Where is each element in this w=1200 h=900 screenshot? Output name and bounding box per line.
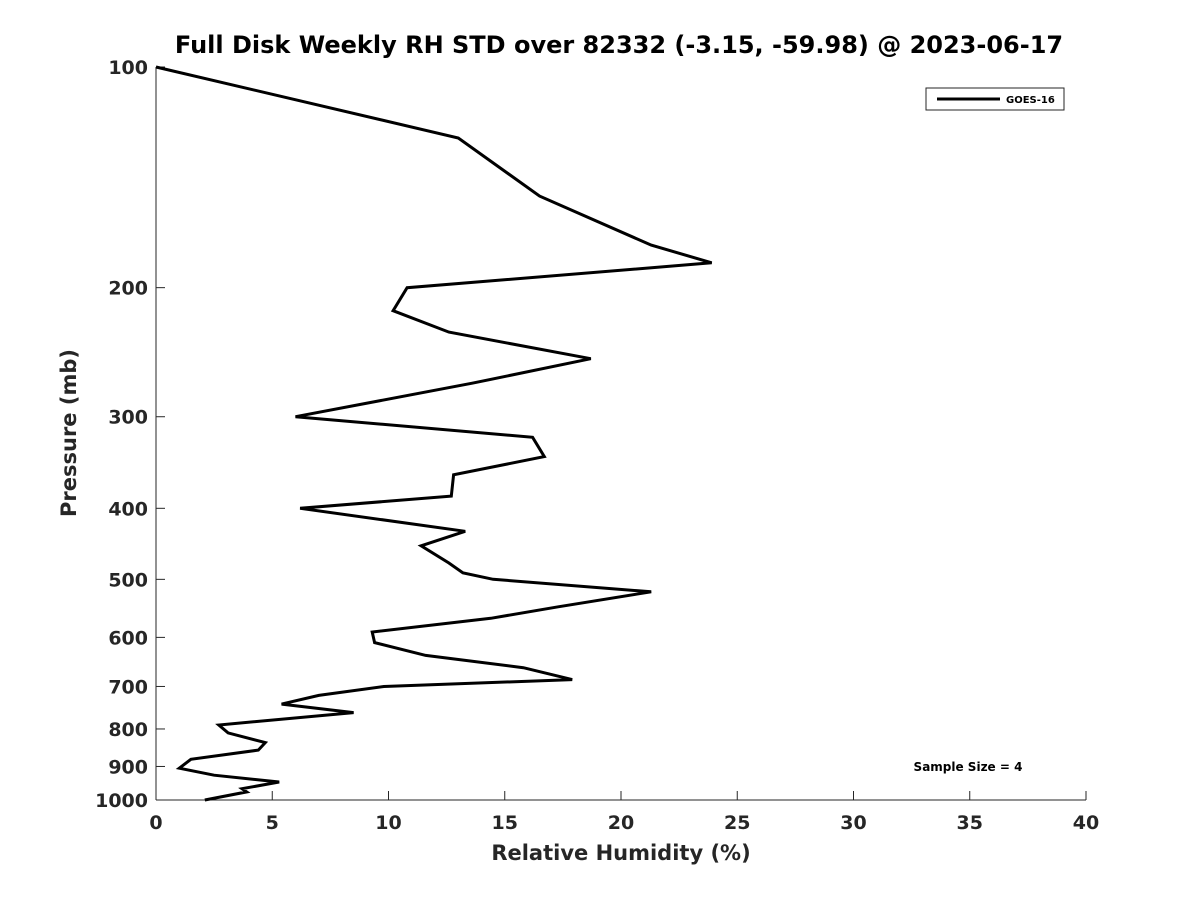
y-ticks: 100 200 300 400 500 600 700 800 900 1000 xyxy=(95,57,165,812)
y-tick-label: 900 xyxy=(108,756,148,778)
series-group xyxy=(155,65,713,802)
y-tick-label: 400 xyxy=(108,498,148,520)
y-tick-label: 500 xyxy=(108,569,148,591)
series-line-goes16 xyxy=(155,65,713,802)
x-tick-label: 5 xyxy=(266,812,279,834)
y-tick-label: 700 xyxy=(108,676,148,698)
y-axis-label: Pressure (mb) xyxy=(57,349,81,517)
y-tick-label: 800 xyxy=(108,719,148,741)
legend: GOES-16 xyxy=(925,87,1065,111)
x-axis-label: Relative Humidity (%) xyxy=(491,841,750,865)
x-tick-label: 20 xyxy=(608,812,634,834)
x-tick-label: 25 xyxy=(724,812,750,834)
x-tick-label: 40 xyxy=(1073,812,1099,834)
x-tick-label: 35 xyxy=(957,812,983,834)
sample-size-annotation: Sample Size = 4 xyxy=(914,760,1023,774)
y-tick-label: 200 xyxy=(108,278,148,300)
y-tick-label: 600 xyxy=(108,627,148,649)
x-tick-label: 10 xyxy=(375,812,401,834)
legend-label-goes16: GOES-16 xyxy=(1006,95,1055,106)
x-ticks: 0 5 10 15 20 25 30 35 40 xyxy=(149,791,1099,834)
x-tick-label: 30 xyxy=(840,812,866,834)
y-tick-label: 1000 xyxy=(95,790,148,812)
x-tick-label: 0 xyxy=(149,812,162,834)
x-tick-label: 15 xyxy=(492,812,518,834)
plot-area: 0 5 10 15 20 25 30 35 40 100 200 300 400 500 600 700 80… xyxy=(95,57,1099,834)
y-tick-label: 100 xyxy=(108,57,148,79)
y-tick-label: 300 xyxy=(108,407,148,429)
chart-title: Full Disk Weekly RH STD over 82332 (-3.1… xyxy=(175,31,1063,59)
